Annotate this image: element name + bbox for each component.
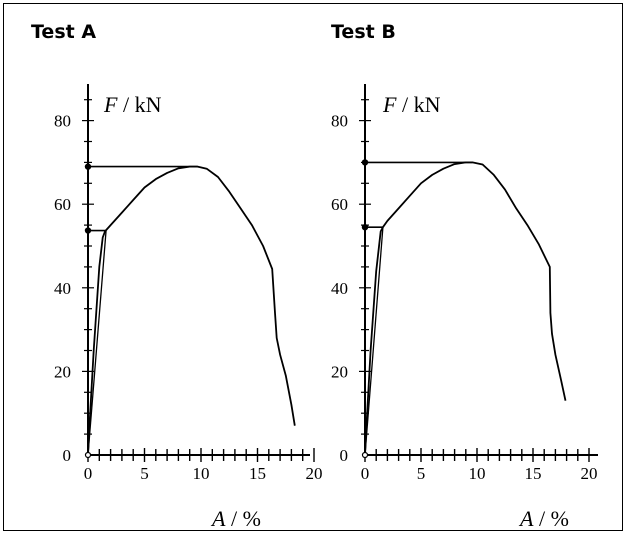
x-tick-label: 0	[361, 464, 370, 483]
x-tick-label: 20	[306, 464, 323, 483]
x-axis-label: A / %	[518, 506, 569, 531]
origin-marker	[361, 451, 369, 459]
y-tick-label: 40	[54, 279, 71, 298]
x-axis-label: A / %	[210, 506, 261, 531]
x-tick-label: 5	[140, 464, 149, 483]
x-tick-label: 20	[581, 464, 598, 483]
x-tick-label: 10	[469, 464, 486, 483]
y-tick-label: 20	[54, 362, 71, 381]
y-axis-label: F / kN	[103, 92, 162, 117]
reference-dot	[361, 159, 369, 166]
y-tick-label: 80	[331, 112, 348, 131]
x-tick-label: 10	[193, 464, 210, 483]
y-tick-label: 40	[331, 279, 348, 298]
y-tick-label: 60	[331, 195, 348, 214]
x-tick-label: 15	[249, 464, 266, 483]
reference-dot	[84, 163, 92, 170]
reference-dot	[361, 223, 369, 231]
y-tick-label: 60	[54, 195, 71, 214]
y-tick-label: 80	[54, 112, 71, 131]
force-curve	[87, 165, 296, 456]
y-axis-label: F / kN	[382, 92, 441, 117]
chart-title-b: Test B	[331, 21, 396, 43]
x-tick-label: 0	[84, 464, 93, 483]
y-tick-label: 0	[340, 446, 349, 465]
elastic-line	[87, 230, 107, 456]
y-tick-label: 0	[63, 446, 72, 465]
chart-title-a: Test A	[31, 21, 97, 43]
elastic-line	[364, 227, 384, 456]
y-tick-label: 20	[331, 362, 348, 381]
origin-marker	[84, 451, 92, 459]
reference-dot	[84, 227, 92, 234]
force-curve	[364, 161, 567, 456]
x-tick-label: 5	[417, 464, 426, 483]
x-tick-label: 15	[525, 464, 542, 483]
figure-frame	[3, 3, 623, 531]
